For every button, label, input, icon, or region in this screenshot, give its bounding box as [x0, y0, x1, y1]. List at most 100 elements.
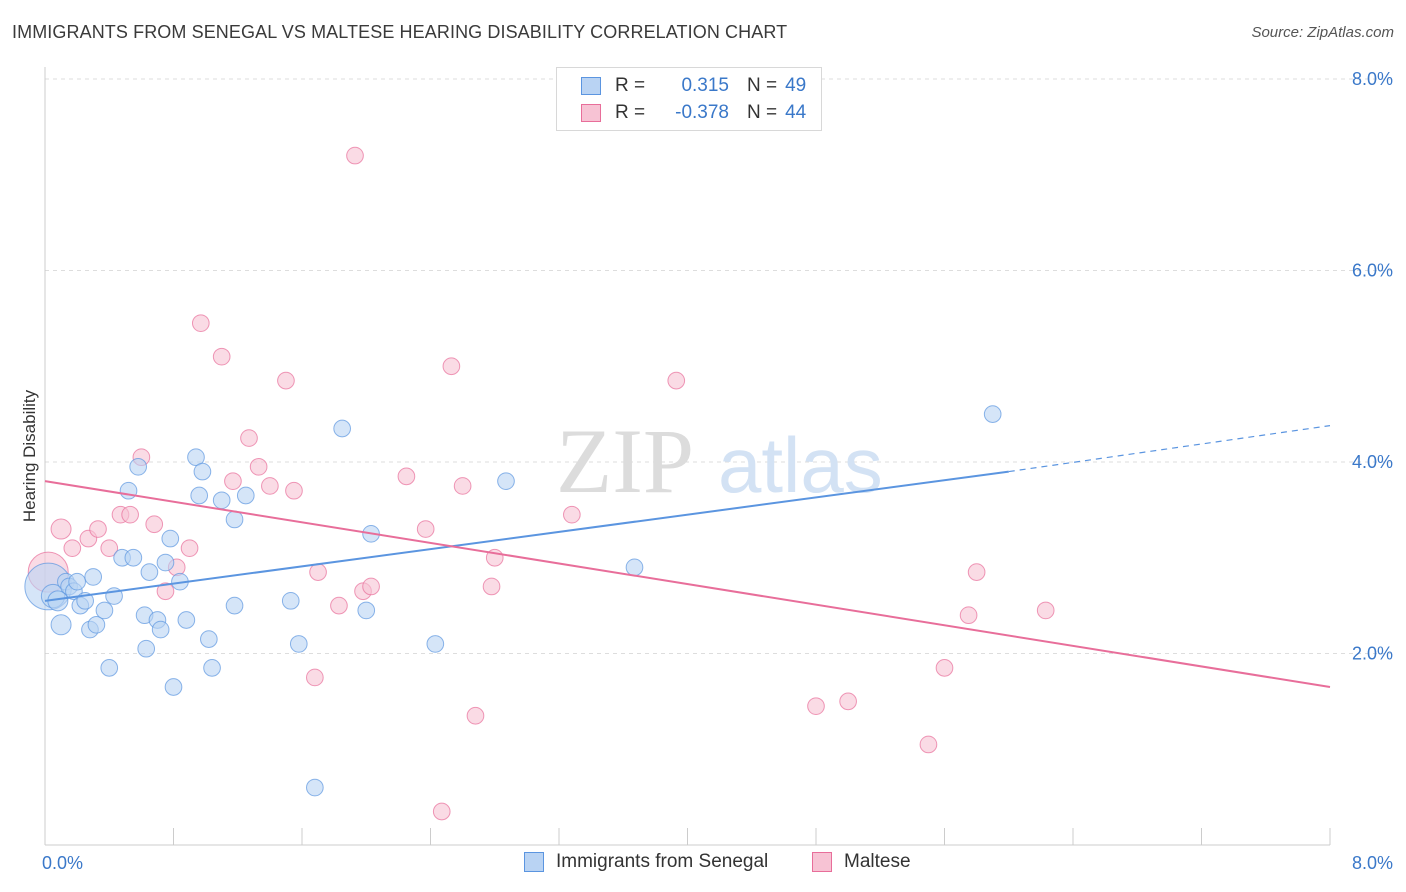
- legend-swatch-blue: [581, 77, 601, 95]
- maltese-point: [397, 467, 416, 486]
- maltese-point: [839, 692, 857, 711]
- senegal-point: [50, 614, 72, 636]
- legend-item-senegal[interactable]: Immigrants from Senegal: [524, 851, 768, 873]
- senegal-point: [100, 659, 119, 677]
- maltese-point: [261, 477, 279, 495]
- y-tick-label: 6.0%: [1352, 261, 1393, 281]
- senegal-point: [333, 419, 351, 438]
- maltese-point: [156, 582, 175, 601]
- senegal-point: [497, 472, 515, 490]
- source-label: Source: ZipAtlas.com: [1251, 24, 1394, 41]
- legend-r-value: -0.378: [675, 102, 729, 123]
- senegal-point: [190, 486, 209, 505]
- maltese-point: [50, 518, 72, 540]
- senegal-point: [68, 572, 86, 591]
- legend-n-value: 49: [785, 75, 807, 96]
- y-tick-label: 8.0%: [1352, 69, 1393, 89]
- senegal-point: [161, 529, 180, 548]
- watermark-atlas: atlas: [718, 421, 883, 509]
- legend-row-maltese: R = -0.378 N = 44: [581, 100, 806, 126]
- senegal-point: [357, 601, 376, 620]
- senegal-point: [225, 596, 244, 615]
- legend-swatch-senegal: [524, 852, 544, 872]
- legend-n-label: N =: [747, 102, 778, 123]
- senegal-point: [124, 548, 143, 567]
- series-maltese-points: [27, 146, 1055, 821]
- legend-item-maltese[interactable]: Maltese: [812, 851, 911, 873]
- maltese-point: [240, 429, 258, 447]
- maltese-point: [249, 457, 268, 476]
- senegal-point: [156, 553, 175, 572]
- senegal-point: [306, 778, 324, 797]
- x-tick-label: 8.0%: [1352, 853, 1393, 873]
- senegal-point: [87, 615, 106, 634]
- trend-lines: [44, 425, 1331, 688]
- senegal-point: [212, 491, 231, 510]
- senegal-point: [203, 659, 221, 677]
- senegal-point: [140, 563, 159, 581]
- y-tick-label: 4.0%: [1352, 452, 1393, 472]
- senegal-point: [200, 630, 218, 648]
- senegal-point: [177, 611, 196, 629]
- maltese-point: [224, 472, 242, 490]
- trend-line-senegal-extension: [1008, 425, 1331, 473]
- x-tick-label: 0.0%: [42, 853, 83, 873]
- senegal-point: [137, 639, 156, 658]
- maltese-point: [935, 659, 954, 677]
- senegal-point: [84, 568, 103, 586]
- maltese-point: [212, 347, 231, 366]
- senegal-point: [625, 558, 644, 577]
- senegal-point: [95, 601, 114, 620]
- maltese-point: [89, 520, 107, 538]
- senegal-point: [151, 620, 170, 639]
- maltese-point: [453, 477, 472, 495]
- gridlines: [45, 78, 1392, 654]
- maltese-point: [145, 515, 164, 534]
- maltese-point: [1036, 601, 1055, 620]
- senegal-point: [236, 486, 255, 505]
- senegal-point: [164, 678, 183, 696]
- senegal-point: [983, 405, 1002, 423]
- maltese-point: [346, 146, 364, 165]
- maltese-point: [482, 577, 501, 596]
- maltese-point: [919, 735, 938, 754]
- maltese-point: [563, 505, 581, 524]
- senegal-point: [193, 462, 212, 481]
- maltese-point: [667, 371, 686, 390]
- tick-labels: 2.0% 4.0% 6.0% 8.0% 0.0% 8.0%: [42, 69, 1393, 873]
- maltese-point: [416, 520, 435, 538]
- senegal-point: [129, 457, 147, 476]
- y-tick-label: 2.0%: [1352, 644, 1393, 664]
- chart-title: IMMIGRANTS FROM SENEGAL VS MALTESE HEARI…: [12, 22, 788, 42]
- legend-swatch-maltese: [812, 852, 832, 872]
- maltese-point: [959, 606, 978, 625]
- senegal-point: [225, 510, 244, 529]
- senegal-point: [426, 635, 445, 653]
- maltese-point: [807, 697, 825, 715]
- maltese-point: [63, 539, 82, 558]
- maltese-point: [330, 596, 348, 615]
- maltese-point: [442, 357, 461, 376]
- legend-label-maltese: Maltese: [844, 851, 911, 872]
- legend-r-label: R =: [615, 102, 646, 123]
- maltese-point: [180, 539, 199, 558]
- legend-n-label: N =: [747, 75, 778, 96]
- maltese-point: [967, 563, 986, 581]
- legend-r-value: 0.315: [681, 75, 729, 96]
- maltese-point: [309, 563, 327, 581]
- legend-n-value: 44: [785, 102, 807, 123]
- senegal-point: [119, 481, 138, 500]
- maltese-point: [466, 706, 485, 725]
- trend-line-senegal: [44, 470, 1009, 602]
- maltese-point: [362, 577, 380, 596]
- maltese-point: [285, 481, 303, 500]
- stats-legend: R = 0.315 N = 49 R = -0.378 N = 44: [556, 67, 822, 131]
- maltese-point: [100, 539, 119, 558]
- maltese-point: [432, 802, 451, 821]
- series-senegal-points: [24, 405, 1002, 797]
- senegal-point: [289, 635, 308, 653]
- maltese-point: [306, 668, 324, 687]
- legend-r-label: R =: [615, 75, 646, 96]
- maltese-point: [191, 314, 210, 332]
